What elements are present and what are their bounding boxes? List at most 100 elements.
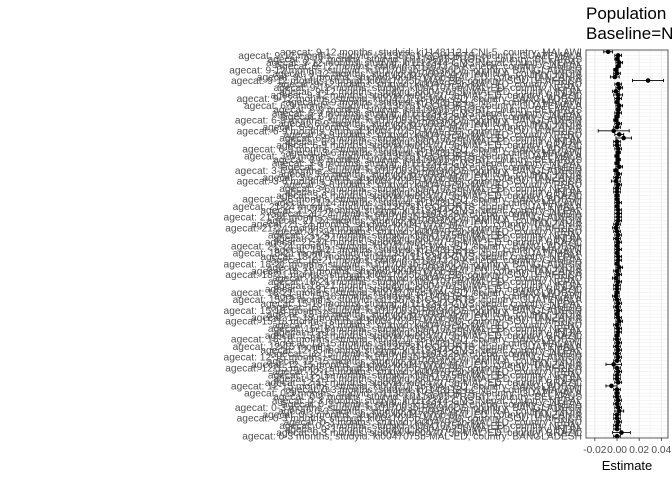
y-tick-label: agecat: 0-3 months, studyid: ki0047075b-…: [279, 421, 582, 432]
estimate-point: [615, 347, 621, 353]
y-tick-label: agecat: 0-3 months, studyid: ki1135781-C…: [244, 389, 582, 400]
estimate-point: [615, 397, 621, 403]
y-tick-label: agecat: 15-18 months, studyid: ki1113344…: [260, 299, 582, 310]
y-tick-label: agecat: 6-9 months, studyid: ki0047075b-…: [262, 123, 582, 134]
y-tick-label: agecat: 0-3 months, studyid: ki0047075b-…: [285, 425, 582, 436]
y-tick-label: agecat: 12-15 months, studyid: ki0047075…: [251, 360, 582, 371]
estimate-point: [615, 254, 621, 259]
y-tick-label: agecat: 0-3 months, studyid: ki1148112-L…: [285, 385, 582, 396]
estimate-point: [614, 372, 620, 378]
y-tick-label: agecat: 12-15 months, studyid: ki0047075…: [265, 378, 582, 389]
estimate-point: [615, 369, 621, 374]
estimate-point: [615, 315, 621, 320]
estimate-point: [614, 160, 620, 166]
estimate-point: [616, 408, 622, 414]
y-tick-label: agecat: 15-18 months, studyid: ki0047075…: [251, 313, 582, 324]
grid-layer: [586, 50, 668, 438]
y-tick-label: agecat: 15-18 months, studyid: ki1017093…: [224, 306, 582, 317]
estimate-point: [614, 99, 620, 105]
estimate-point: [614, 139, 620, 144]
estimate-point: [615, 218, 621, 223]
y-tick-label: agecat: 6-9 months, studyid: ki1135781-C…: [244, 101, 582, 112]
y-tick-label: agecat: 12-15 months, studyid: ki1000304…: [267, 356, 582, 367]
y-tick-label: agecat: 18-21 months, studyid: ki1113344…: [260, 252, 582, 263]
estimate-point: [616, 85, 622, 91]
estimate-point: [614, 71, 620, 76]
estimate-point: [615, 405, 621, 410]
estimate-point: [614, 243, 620, 249]
estimate-point: [616, 60, 622, 65]
chart-title-line-1: Population: [586, 4, 667, 23]
y-tick-label: agecat: 6-9 months, studyid: ki0047075b-…: [279, 134, 582, 145]
y-tick-labels: agecat: 9-12 months, studyid: ki1148112-…: [224, 47, 583, 442]
y-tick-label: agecat: 3-6 months, studyid: ki1113344-G…: [272, 159, 583, 170]
x-axis: -0.02 0.00 0.02 0.04 Estimate: [583, 49, 672, 473]
y-tick-label: agecat: 15-18 months, studyid: ki1101329…: [271, 302, 582, 313]
estimate-point: [615, 53, 621, 58]
estimate-point: [615, 272, 621, 277]
y-tick-label: agecat: 18-21 months, studyid: ki1017093…: [224, 259, 582, 270]
estimate-point: [614, 193, 620, 198]
y-tick-label: agecat: 15-18 months, studyid: ki0047075…: [272, 320, 582, 331]
estimate-point: [615, 380, 621, 385]
y-tick-label: agecat: 6-9 months, studyid: ki0047075b-…: [242, 144, 582, 155]
estimate-point: [614, 412, 620, 417]
plot-panel: [586, 50, 668, 438]
y-tick-label: agecat: 12-15 months, studyid: ki0047075…: [273, 374, 582, 385]
y-tick-label: agecat: 15-18 months, studyid: ki1148112…: [274, 292, 582, 303]
estimate-point: [613, 168, 619, 173]
estimate-point: [614, 56, 620, 62]
y-tick-label: agecat: 3-6 months, studyid: ki0047075b-…: [279, 184, 582, 195]
estimate-point: [615, 63, 621, 69]
estimate-point: [614, 344, 620, 349]
estimate-point: [615, 182, 621, 188]
y-tick-label: agecat: 15-18 months, studyid: ki0047075…: [265, 331, 582, 342]
chart-title-line-2: Baseline=N: [586, 24, 672, 43]
estimate-point: [614, 336, 620, 342]
y-tick-label: agecat: 21-24 months, studyid: ki0047075…: [225, 223, 582, 234]
estimate-point: [613, 275, 619, 281]
estimate-point: [614, 297, 620, 302]
y-tick-label: agecat: 9-12 months, studyid: ki0047075b…: [271, 90, 583, 101]
estimate-point: [615, 329, 621, 335]
estimate-point: [615, 110, 621, 116]
estimate-point: [611, 128, 617, 134]
estimate-point: [614, 250, 620, 256]
y-tick-label: agecat: 18-21 months, studyid: ki0047075…: [268, 277, 582, 288]
y-tick-label: agecat: 3-6 months, studyid: ki1017093b-…: [235, 166, 582, 177]
estimate-point: [615, 150, 621, 155]
y-tick-label: agecat: 21-24 months, studyid: ki1017093…: [224, 213, 582, 224]
estimate-point: [614, 423, 620, 428]
estimate-point: [615, 232, 621, 238]
x-tick-label: 0.02: [629, 445, 649, 456]
y-tick-label: agecat: 0-3 months, studyid: ki1113344-G…: [272, 396, 583, 407]
y-tick-label: agecat: 9-12 months, studyid: ki0047075b…: [274, 83, 583, 94]
estimate-point: [614, 142, 620, 148]
y-tick-label: agecat: 18-21 months, studyid: ki0047075…: [225, 270, 582, 281]
y-tick-label: agecat: 9-12 months, studyid: ki0047075b…: [278, 80, 582, 91]
y-tick-label: agecat: 21-24 months, studyid: ki0047075…: [272, 227, 582, 238]
y-tick-label: agecat: 21-24 months, studyid: ki1101329…: [271, 209, 582, 220]
y-tick-label: agecat: 6-9 months, studyid: ki1101329-K…: [282, 112, 582, 123]
estimate-point: [614, 358, 620, 364]
y-tick-label: agecat: 15-18 months, studyid: ki0047075…: [225, 317, 582, 328]
y-tick-label: agecat: 6-9 months, studyid: ki1119695-P…: [273, 105, 582, 116]
y-tick-label: agecat: 9-12 months, studyid: ki1113344-…: [266, 58, 582, 69]
x-axis-title: Estimate: [602, 458, 653, 473]
y-tick-label: agecat: 18-21 months, studyid: ki1148112…: [274, 245, 582, 256]
y-tick-label: agecat: 0-3 months, studyid: ki1119695-P…: [273, 392, 582, 403]
estimate-point: [615, 326, 621, 331]
estimate-point: [614, 124, 620, 130]
y-tick-label: agecat: 21-24 months, studyid: ki0047075…: [273, 234, 582, 245]
estimate-point: [614, 426, 620, 432]
y-tick-label: agecat: 18-21 months, studyid: ki0047075…: [251, 266, 582, 277]
y-tick-label: agecat: 9-12 months, studyid: ki0047075b…: [279, 87, 582, 98]
y-tick-label: agecat: 12-15 months, studyid: ki0047075…: [268, 371, 582, 382]
estimate-point: [615, 239, 621, 245]
estimate-point: [614, 283, 620, 288]
y-tick-label: agecat: 3-6 months, studyid: ki1135781-C…: [244, 151, 582, 162]
y-tick-label: agecat: 12-15 months, studyid: ki0047075…: [231, 381, 582, 392]
y-tick-label: agecat: 21-24 months, studyid: ki1000304…: [267, 216, 582, 227]
y-tick-label: agecat: 3-6 months, studyid: ki1000304-V…: [278, 169, 582, 180]
estimate-point: [613, 117, 619, 123]
